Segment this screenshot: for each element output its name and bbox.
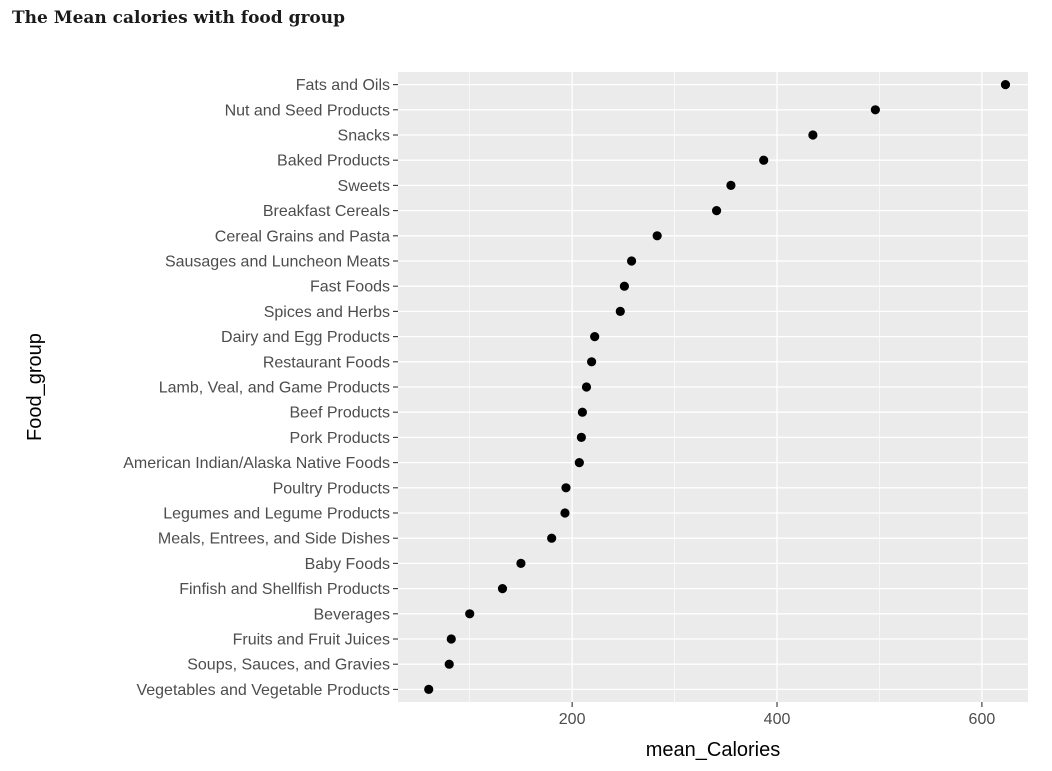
y-tick-label: Pork Products <box>290 430 390 447</box>
y-tick-label: Beef Products <box>290 405 391 422</box>
data-point <box>446 634 456 644</box>
y-tick-label: Lamb, Veal, and Game Products <box>159 380 390 397</box>
data-points <box>424 80 1011 695</box>
y-tick-label: Vegetables and Vegetable Products <box>136 682 390 699</box>
data-point <box>547 533 557 543</box>
data-point <box>444 659 454 669</box>
data-point <box>574 458 584 468</box>
y-tick-label: Restaurant Foods <box>263 354 390 371</box>
y-tick-label: Nut and Seed Products <box>225 102 390 119</box>
y-tick-label: Dairy and Egg Products <box>221 329 390 346</box>
y-tick-label: Breakfast Cereals <box>263 203 390 220</box>
x-tick-label: 400 <box>764 711 791 728</box>
y-tick-label: Cereal Grains and Pasta <box>215 228 390 245</box>
data-point <box>424 684 434 695</box>
y-tick-label: Snacks <box>338 128 390 145</box>
data-point <box>619 281 629 291</box>
data-point <box>652 231 662 241</box>
y-tick-label: American Indian/Alaska Native Foods <box>123 455 390 472</box>
data-point <box>870 105 880 115</box>
y-axis: Fats and Oils Nut and Seed Products Snacks… <box>123 77 398 699</box>
data-point <box>516 558 526 569</box>
data-point <box>808 130 818 140</box>
data-point <box>577 407 587 417</box>
y-tick-label: Beverages <box>314 606 391 623</box>
data-point <box>626 256 637 266</box>
data-point <box>726 180 736 190</box>
grid-lines <box>398 72 1028 702</box>
y-tick-label: Meals, Entrees, and Side Dishes <box>158 531 390 548</box>
y-tick-label: Sweets <box>338 178 390 195</box>
data-point <box>590 332 600 342</box>
y-tick-label: Poultry Products <box>273 480 390 497</box>
y-tick-label: Baked Products <box>277 153 390 170</box>
data-point <box>576 432 586 442</box>
y-tick-label: Soups, Sauces, and Gravies <box>187 657 390 674</box>
data-point <box>1000 80 1011 90</box>
y-tick-label: Fast Foods <box>310 279 390 296</box>
y-tick-label: Fruits and Fruit Juices <box>233 632 390 649</box>
x-axis-title: mean_Calories <box>646 739 781 761</box>
x-tick-label: 600 <box>969 711 996 728</box>
chart-title: The Mean calories with food group <box>12 8 346 28</box>
x-axis: 200 400 600 <box>559 702 996 728</box>
data-point <box>561 483 571 493</box>
data-point <box>497 584 508 594</box>
data-point <box>711 206 722 216</box>
data-point <box>560 508 570 518</box>
y-tick-label: Legumes and Legume Products <box>163 506 390 523</box>
data-point <box>465 609 475 619</box>
x-tick-label: 200 <box>559 711 586 728</box>
y-tick-label: Spices and Herbs <box>264 304 390 321</box>
data-point <box>615 306 625 316</box>
data-point <box>587 357 597 367</box>
y-tick-label: Sausages and Luncheon Meats <box>165 254 390 271</box>
y-tick-label: Finfish and Shellfish Products <box>179 581 390 598</box>
y-tick-label: Fats and Oils <box>296 77 390 94</box>
data-point <box>759 155 769 165</box>
y-axis-title: Food_group <box>24 333 46 441</box>
data-point <box>581 382 592 392</box>
y-tick-label: Baby Foods <box>305 556 390 573</box>
